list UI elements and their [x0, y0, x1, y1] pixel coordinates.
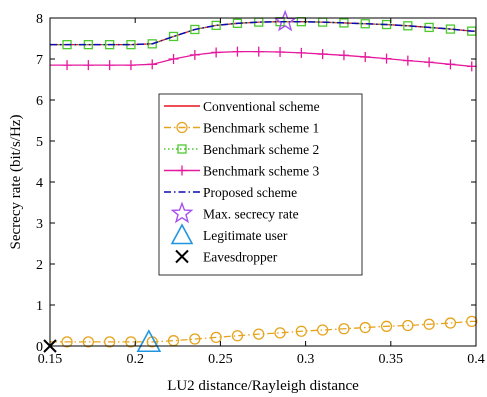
series-2-point [274, 327, 286, 339]
series-4-point [62, 60, 73, 71]
series-4-point [232, 46, 243, 57]
series-2-point [189, 333, 201, 345]
axis-ticks: 0.15 0.2 0.25 0.3 0.35 0.4 0 1 2 3 4 5 6 7 8 [36, 12, 485, 367]
y-tick-label: 7 [36, 53, 43, 68]
series-2-point [61, 336, 73, 348]
series-4-point [275, 47, 286, 58]
legend-label: Proposed scheme [203, 185, 297, 200]
series-4-point [104, 60, 115, 71]
series-line-4 [50, 50, 476, 68]
y-tick-label: 2 [36, 258, 43, 273]
legend-entry-4: Benchmark scheme 3 [164, 164, 319, 179]
series-4-point [168, 54, 179, 64]
y-tick-label: 4 [36, 176, 43, 191]
series-4-point [189, 49, 200, 60]
series-5 [50, 20, 476, 46]
legend-label: Eavesdropper [203, 250, 278, 265]
x-tick-label: 0.4 [467, 352, 485, 367]
series-2 [50, 315, 478, 348]
series-4-point [402, 55, 413, 66]
series-2-point [338, 323, 350, 335]
legend-entry-5: Proposed scheme [164, 185, 297, 200]
series-2-point [316, 324, 329, 336]
series-line-5 [50, 20, 476, 46]
series-4-point [445, 59, 456, 70]
series-line-2 [50, 320, 476, 343]
series-4-point [147, 59, 158, 70]
series-2-point [295, 325, 307, 337]
x-axis-label: LU2 distance/Rayleigh distance [167, 378, 359, 394]
series-2-point [82, 336, 94, 348]
series-4-point [317, 49, 328, 60]
series-2-point [423, 318, 435, 330]
legend-label: Benchmark scheme 1 [203, 121, 319, 136]
legend-marker [175, 249, 189, 264]
series-2-point [231, 330, 244, 342]
y-axis-label: Secrecy rate (bit/s/Hz) [8, 115, 24, 250]
series-2-point [253, 328, 265, 340]
series-3-point [168, 31, 179, 42]
series-3-point [211, 20, 221, 31]
legend-entry-7: Legitimate user [170, 223, 288, 245]
legend-label: Conventional scheme [203, 99, 320, 114]
legend-entry-3: Benchmark scheme 2 [164, 142, 319, 157]
legend: Conventional scheme Benchmark scheme 1 Ben… [158, 93, 363, 276]
star-point-marker [273, 9, 297, 32]
x-tick-label: 0.15 [38, 352, 63, 367]
series-2-point [466, 315, 478, 328]
legend-marker [176, 121, 188, 134]
legend-label: Max. secrecy rate [203, 207, 299, 222]
series-2-point [359, 321, 371, 334]
series-4-point [253, 46, 264, 57]
series-3-point [190, 24, 200, 35]
series-4-point [296, 47, 307, 58]
y-tick-label: 6 [36, 94, 43, 109]
y-tick-label: 0 [36, 340, 43, 355]
series-4-point [466, 61, 477, 72]
series-4-point [83, 60, 94, 71]
series-2-point [380, 320, 393, 332]
series-4-point [211, 47, 222, 58]
x-tick-label: 0.3 [297, 352, 315, 367]
series-layer [50, 17, 478, 348]
legend-marker [170, 223, 194, 245]
legend-label: Legitimate user [203, 228, 288, 243]
triangle-point-marker [136, 329, 162, 353]
x-tick-label: 0.35 [379, 352, 404, 367]
x-tick-label: 0.2 [126, 352, 144, 367]
series-2-point [210, 331, 222, 344]
y-tick-label: 8 [36, 12, 43, 27]
series-4-point [360, 51, 371, 62]
series-4-point [338, 50, 349, 61]
series-2-point [444, 317, 457, 329]
legend-entry-6: Max. secrecy rate [170, 201, 299, 224]
y-tick-label: 5 [36, 135, 43, 150]
y-tick-label: 3 [36, 217, 43, 232]
legend-box [158, 93, 363, 276]
series-2-point [103, 336, 116, 348]
y-tick-label: 1 [36, 299, 43, 314]
legend-marker [170, 201, 194, 224]
series-4-point [381, 53, 392, 64]
legend-label: Benchmark scheme 2 [203, 142, 319, 157]
legend-marker [177, 144, 187, 154]
legend-label: Benchmark scheme 3 [203, 164, 319, 179]
legend-marker [177, 165, 187, 176]
series-2-point [125, 336, 137, 348]
series-2-point [402, 319, 414, 332]
series-4-point [125, 60, 136, 71]
legend-entry-8: Eavesdropper [175, 249, 278, 265]
legend-entry-2: Benchmark scheme 1 [164, 121, 319, 136]
series-4-point [424, 57, 435, 68]
series-4 [50, 46, 477, 72]
x-tick-label: 0.25 [208, 352, 233, 367]
legend-entry-1: Conventional scheme [164, 99, 320, 114]
